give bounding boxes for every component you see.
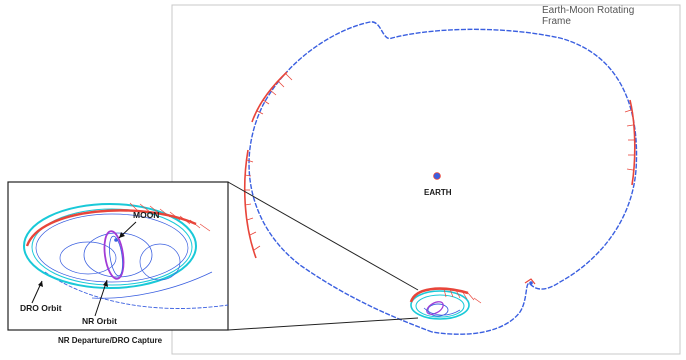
inset-nr-orbit bbox=[103, 230, 125, 280]
plot-frame bbox=[171, 4, 681, 355]
arrival-marker bbox=[524, 278, 536, 285]
inset-dro-inner bbox=[31, 208, 193, 286]
thrust-arc-upper-left bbox=[251, 71, 288, 123]
inset-thrust-arc bbox=[25, 209, 197, 247]
dro-arrowhead bbox=[38, 281, 43, 287]
inset-nr-orbit-inner bbox=[109, 235, 123, 277]
moon-arrowhead bbox=[119, 232, 125, 238]
moon-label: MOON bbox=[133, 210, 159, 220]
departure-capture-label: NR Departure/DRO Capture bbox=[58, 336, 163, 345]
inset-blue-loop-c bbox=[139, 243, 181, 281]
nr-orbit-label: NR Orbit bbox=[82, 316, 117, 326]
frame-label: Earth-Moon Rotating Frame bbox=[542, 5, 634, 27]
zoom-connector-top bbox=[227, 181, 419, 291]
nr-arrowhead bbox=[103, 280, 108, 287]
moon-region-cluster bbox=[409, 287, 482, 320]
inset-blue-loop-b bbox=[59, 241, 117, 275]
earth-label: EARTH bbox=[424, 188, 452, 197]
inset-moon-marker bbox=[114, 238, 118, 242]
zoom-connector-bottom bbox=[227, 317, 419, 331]
frame-label-line1: Earth-Moon Rotating bbox=[542, 5, 635, 16]
thrust-ticks-right bbox=[624, 109, 634, 171]
inset-thrust-ticks bbox=[129, 202, 211, 232]
thrust-ticks-left bbox=[244, 73, 293, 251]
inset-panel: MOON DRO Orbit NR Orbit bbox=[7, 181, 229, 331]
inset-departure-arc bbox=[91, 271, 213, 299]
inset-blue-loop-a bbox=[83, 232, 153, 278]
inset-dro-blue bbox=[35, 213, 189, 283]
earth-marker bbox=[433, 172, 441, 180]
frame-label-line2: Frame bbox=[542, 16, 571, 27]
dro-orbit-label: DRO Orbit bbox=[20, 303, 62, 313]
nr-arrow bbox=[94, 279, 108, 317]
thrust-arc-right bbox=[629, 99, 636, 186]
inset-dro-outer bbox=[23, 203, 197, 289]
